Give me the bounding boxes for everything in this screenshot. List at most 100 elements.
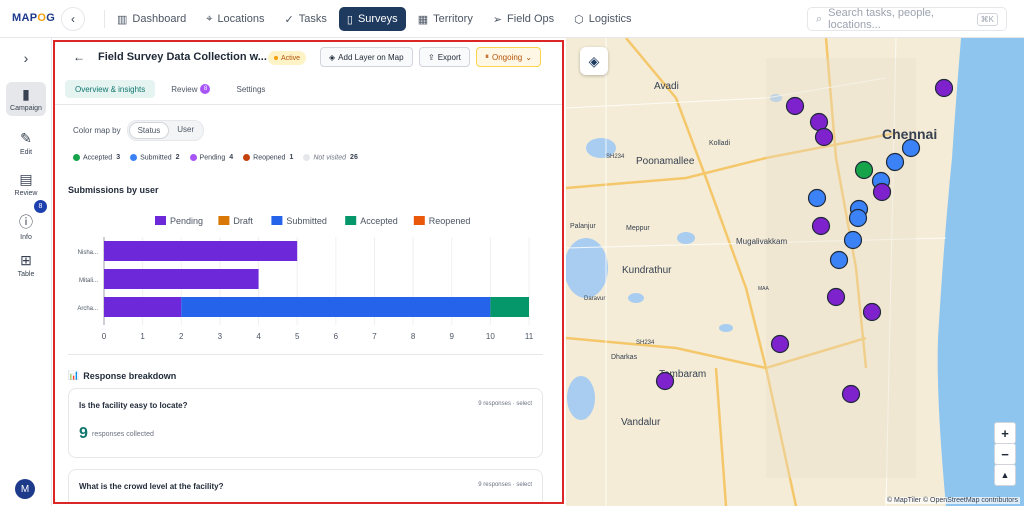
pause-icon: ⏸ [485,52,489,61]
sidebar-item-review[interactable]: ▤ Review [6,171,46,197]
map-label: Meppur [626,225,650,232]
add-layer-button[interactable]: ◈ Add Layer on Map [320,47,413,67]
chart-icon: 📊 [68,370,80,380]
response-breakdown-heading: 📊 Response breakdown [68,370,177,381]
map-marker[interactable] [934,78,954,98]
zoom-in-button[interactable]: + [994,422,1016,444]
color-by-status[interactable]: Status [128,122,170,139]
tab-overview[interactable]: Overview & insights [65,80,156,98]
response-count-label: responses collected [92,431,154,438]
map-marker[interactable] [811,216,831,236]
layers-icon: ◈ [588,52,600,69]
map-marker[interactable] [901,138,921,158]
avatar[interactable]: M [15,479,35,499]
map-marker[interactable] [841,384,861,404]
nav-field-ops[interactable]: ➢ Field Ops [492,13,555,26]
panel-header: ← Field Survey Data Collection w... Acti… [55,42,562,74]
check-icon: ✓ [284,13,294,26]
y-tick-label: Archa... [77,306,98,312]
chevron-down-icon: ⌄ [525,52,532,62]
nav-surveys[interactable]: ▯ Surveys [338,7,406,31]
bar-segment[interactable] [104,241,298,261]
nav-divider [104,10,105,28]
nav-territory[interactable]: ▦ Territory [417,13,473,26]
question-text: What is the crowd level at the facility? [79,482,224,491]
map-marker[interactable] [770,334,790,354]
shortcut-hint: ⌘K [976,12,998,26]
legend-label: Reopened [253,154,286,162]
map-marker[interactable] [807,188,827,208]
nav-locations[interactable]: ⌖ Locations [206,12,265,26]
map-marker[interactable] [862,302,882,322]
legend-item: Submitted 2 [130,154,180,162]
map-marker[interactable] [655,371,675,391]
tabs-divider [55,104,562,105]
chevron-right-icon: › [23,50,29,66]
color-by-user[interactable]: User [177,125,195,134]
map-marker[interactable] [829,250,849,270]
bar-segment[interactable] [104,297,182,317]
chart-legend-label: Reopened [429,216,471,226]
map-label: Kolladi [709,140,730,147]
chevron-left-icon: ‹ [71,12,75,26]
nav-tasks[interactable]: ✓ Tasks [284,13,327,26]
question-meta: 9 responses · select [478,482,532,488]
sidebar-item-campaign[interactable]: ▮ Campaign [6,82,46,116]
nav-dashboard[interactable]: ▥ Dashboard [117,13,187,26]
expand-sidebar-button[interactable]: › [6,50,46,68]
back-arrow-icon[interactable]: ← [73,50,85,64]
map-label: Daravur [584,296,605,302]
legend-count: 2 [175,154,180,162]
map-marker[interactable] [843,230,863,250]
bar-segment[interactable] [490,297,529,317]
map-label: Tambaram [659,369,706,380]
question-card[interactable]: Is the facility easy to locate? 9 respon… [68,388,543,458]
ongoing-dropdown[interactable]: ⏸ Ongoing ⌄ [476,47,541,67]
legend-item: Pending 4 [189,154,234,162]
bar-segment[interactable] [104,269,259,289]
send-icon: ➢ [492,13,503,26]
nav-logistics[interactable]: ⬡ Logistics [574,13,632,26]
map-marker[interactable] [848,208,868,228]
sidebar-item-info[interactable]: ⓘ Info [6,212,46,241]
search-input[interactable]: ⌕ Search tasks, people, locations... ⌘K [807,7,1007,31]
map-canvas: Avadi Chennai Kolladi SH234 Poonamallee Palan… [566,38,1024,506]
sidebar-item-table[interactable]: ⊞ Table [6,252,46,278]
tab-settings[interactable]: Settings [236,84,266,94]
x-tick-label: 3 [218,332,223,341]
chart-legend-label: Pending [170,216,203,226]
layers-toggle-button[interactable]: ◈ [580,47,608,75]
color-map-control: Color map by Status User [73,120,205,141]
section-divider [68,354,543,355]
legend-count: 4 [229,154,234,162]
map-marker[interactable] [885,152,905,172]
map-view[interactable]: Avadi Chennai Kolladi SH234 Poonamallee Palan… [566,38,1024,506]
legend-swatch [413,216,425,225]
map-label: Palanjur [570,223,596,230]
map-marker[interactable] [872,182,892,202]
tab-review[interactable]: Review 8 [161,80,220,98]
panel-tabs: Overview & insights Review 8 Settings [65,80,275,98]
app-logo[interactable]: MAPOG [12,12,56,24]
compass-button[interactable]: ▲ [994,464,1016,486]
export-icon: ⇪ [428,52,435,62]
campaign-icon: ▮ [22,86,30,102]
sidebar-item-edit[interactable]: ✎ Edit [6,130,46,156]
map-label: Kundrathur [622,265,672,276]
map-marker[interactable] [785,96,805,116]
survey-panel: ← Field Survey Data Collection w... Acti… [53,40,564,504]
submissions-heading: Submissions by user [68,185,159,195]
back-button[interactable]: ‹ [61,7,85,31]
map-marker[interactable] [854,160,874,180]
export-button[interactable]: ⇪ Export [419,47,470,67]
legend-dot [303,154,311,161]
map-marker[interactable] [826,287,846,307]
legend-count: 26 [350,154,358,162]
bar-segment[interactable] [181,297,491,317]
map-marker[interactable] [814,127,834,147]
question-card[interactable]: What is the crowd level at the facility?… [68,469,543,502]
map-label: Vandalur [621,417,661,428]
zoom-out-button[interactable]: − [994,443,1016,465]
map-label: Chennai [882,126,937,142]
legend-swatch [345,216,357,225]
